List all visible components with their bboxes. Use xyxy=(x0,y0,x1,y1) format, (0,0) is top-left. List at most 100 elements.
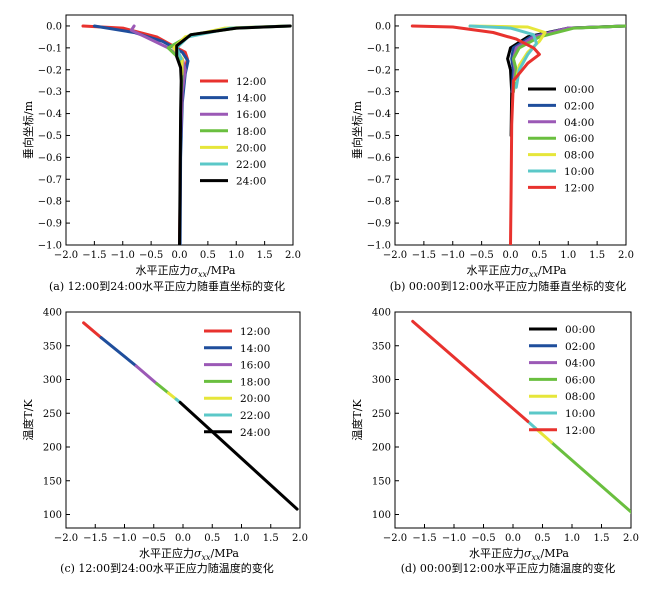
x-tick-label: −2.0 xyxy=(54,250,78,261)
y-tick-label: −0.5 xyxy=(367,131,391,142)
x-tick-label: 0.5 xyxy=(531,250,547,261)
y-tick-label: −0.4 xyxy=(38,109,62,120)
x-tick-label: −0.5 xyxy=(139,250,163,261)
x-tick-label: 1.5 xyxy=(257,250,273,261)
legend-label: 18:00 xyxy=(240,376,270,388)
x-tick-label: 2.0 xyxy=(618,250,634,261)
chart-caption: (b) 00:00到12:00水平正应力随垂直坐标的变化 xyxy=(390,279,627,293)
x-tick-label: −1.0 xyxy=(441,250,465,261)
x-axis-label: 水平正应力σxx/MPa xyxy=(469,546,569,562)
x-tick-label: 0.5 xyxy=(535,533,551,544)
legend-label: 12:00 xyxy=(240,326,270,338)
y-tick-label: −0.1 xyxy=(367,43,391,54)
x-tick-label: 1.5 xyxy=(589,250,605,261)
y-tick-label: 350 xyxy=(43,341,62,352)
y-tick-label: −0.1 xyxy=(38,43,62,54)
legend-label: 20:00 xyxy=(236,142,266,154)
y-tick-label: 250 xyxy=(372,409,391,420)
chart-caption: (a) 12:00到24:00水平正应力随垂直坐标的变化 xyxy=(49,279,285,293)
y-tick-label: −0.2 xyxy=(38,65,62,76)
x-tick-label: −1.5 xyxy=(82,250,106,261)
series-line-1000 xyxy=(526,419,537,430)
y-tick-label: 300 xyxy=(372,375,391,386)
legend-label: 04:00 xyxy=(564,117,594,129)
x-tick-label: 2.0 xyxy=(285,250,301,261)
y-axis-label: 垂向坐标/m xyxy=(350,100,364,159)
x-tick-label: −1.0 xyxy=(111,250,135,261)
y-tick-label: −0.7 xyxy=(38,175,62,186)
y-tick-label: −0.5 xyxy=(38,131,62,142)
series-line-0600 xyxy=(549,440,631,514)
x-tick-label: 1.0 xyxy=(560,250,576,261)
y-tick-label: −1.0 xyxy=(367,241,391,252)
x-tick-label: −0.5 xyxy=(469,250,493,261)
y-tick-label: −0.9 xyxy=(38,219,62,230)
y-tick-label: −1.0 xyxy=(38,241,62,252)
series-line-1200 xyxy=(411,319,530,423)
series-line-1200 xyxy=(81,24,189,245)
x-tick-label: 0.0 xyxy=(505,533,521,544)
chart-panel-3: −2.0 −1.5 −1.0 −0.5 0.0 0.5 1.0 1.5 2.0 400 350 300… xyxy=(350,308,639,576)
x-tick-label: −1.5 xyxy=(412,533,436,544)
legend-label: 24:00 xyxy=(236,176,266,188)
y-tick-label: 0.0 xyxy=(375,21,391,32)
legend-label: 24:00 xyxy=(240,427,270,439)
y-tick-label: −0.7 xyxy=(367,175,391,186)
x-tick-label: −1.0 xyxy=(442,533,466,544)
legend-label: 16:00 xyxy=(240,360,270,372)
chart-panel-0: −2.0 −1.5 −1.0 −0.5 0.0 0.5 1.0 1.5 2.0 0.0 −0.1 −0… xyxy=(21,14,301,293)
series-line-1600 xyxy=(134,364,159,386)
x-axis-label: 水平正应力σxx/MPa xyxy=(467,263,567,279)
legend-label: 08:00 xyxy=(564,150,594,162)
x-tick-label: 1.0 xyxy=(228,250,244,261)
x-tick-label: 2.0 xyxy=(292,533,308,544)
series-line-2200 xyxy=(175,24,292,61)
legend-label: 16:00 xyxy=(236,109,266,121)
x-tick-label: −0.5 xyxy=(471,533,495,544)
legend-label: 10:00 xyxy=(564,166,594,178)
y-tick-label: 200 xyxy=(43,443,62,454)
y-axis-label: 温度T/K xyxy=(350,399,364,441)
y-tick-label: 400 xyxy=(43,308,62,319)
legend-label: 18:00 xyxy=(236,126,266,138)
y-axis-label: 垂向坐标/m xyxy=(21,100,35,159)
x-tick-label: 1.0 xyxy=(234,533,250,544)
legend-label: 22:00 xyxy=(240,410,270,422)
legend-label: 00:00 xyxy=(565,324,595,336)
y-axis-label: 温度T/K xyxy=(21,399,35,441)
series-line-1400 xyxy=(99,336,138,368)
legend-label: 10:00 xyxy=(565,408,595,420)
y-tick-label: −0.8 xyxy=(38,197,62,208)
y-tick-label: −0.9 xyxy=(367,219,391,230)
x-tick-label: −2.0 xyxy=(383,250,407,261)
y-tick-label: 300 xyxy=(43,375,62,386)
x-tick-label: 0.0 xyxy=(172,250,188,261)
y-tick-label: −0.6 xyxy=(367,153,391,164)
legend-label: 08:00 xyxy=(565,391,595,403)
y-tick-label: 350 xyxy=(372,341,391,352)
legend-label: 06:00 xyxy=(565,374,595,386)
legend-label: 04:00 xyxy=(565,358,595,370)
series-line-1200 xyxy=(82,321,103,340)
legend-label: 06:00 xyxy=(564,133,594,145)
y-tick-label: 200 xyxy=(372,443,391,454)
chart-caption: (d) 00:00到12:00水平正应力随温度的变化 xyxy=(401,561,616,575)
series-line-1200 xyxy=(410,24,541,245)
legend-label: 02:00 xyxy=(565,341,595,353)
x-tick-label: 1.5 xyxy=(263,533,279,544)
x-tick-label: 1.0 xyxy=(564,533,580,544)
y-tick-label: 0.0 xyxy=(46,21,62,32)
series-line-2400 xyxy=(178,400,299,511)
x-tick-label: 1.5 xyxy=(594,533,610,544)
x-tick-label: 0.5 xyxy=(200,250,216,261)
x-tick-label: −0.5 xyxy=(142,533,166,544)
x-axis-label: 水平正应力σxx/MPa xyxy=(139,546,239,562)
legend-label: 22:00 xyxy=(236,159,266,171)
x-tick-label: −1.5 xyxy=(412,250,436,261)
series-line-2000 xyxy=(166,391,178,401)
series-line-2400 xyxy=(175,24,292,245)
x-tick-label: −2.0 xyxy=(54,533,78,544)
legend-label: 12:00 xyxy=(236,76,266,88)
x-tick-label: 0.5 xyxy=(204,533,220,544)
x-axis-label: 水平正应力σxx/MPa xyxy=(136,263,236,279)
